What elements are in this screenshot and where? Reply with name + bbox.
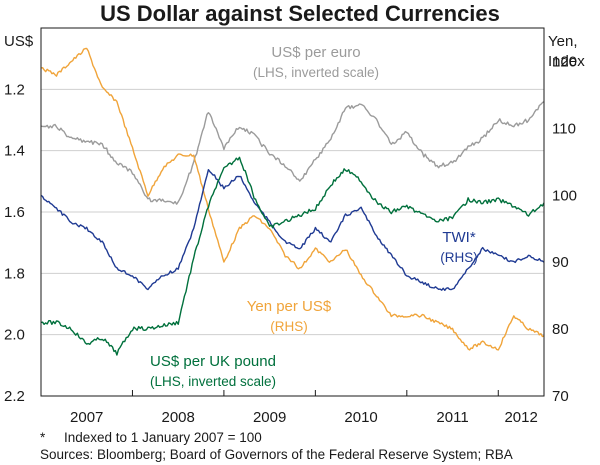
twi-series-label: TWI* (442, 229, 475, 246)
euro-series-sublabel: (LHS, inverted scale) (253, 65, 379, 80)
x-tick-label: 2007 (70, 409, 103, 426)
left-tick-labels: 1.2 1.4 1.6 1.8 2.0 2.2 (4, 81, 25, 405)
left-tick-label: 2.0 (4, 327, 25, 344)
gridlines (41, 88, 544, 336)
x-tick-marks (131, 390, 499, 396)
right-tick-label: 80 (552, 321, 569, 338)
right-tick-label: 90 (552, 254, 569, 271)
right-tick-label: 120 (552, 53, 577, 70)
right-tick-label: 100 (552, 187, 577, 204)
left-axis-unit: US$ (4, 33, 34, 50)
x-tick-label: 2010 (344, 409, 377, 426)
euro-series-label: US$ per euro (271, 44, 360, 61)
right-tick-label: 110 (552, 120, 576, 137)
right-axis-unit-line1: Yen, (548, 33, 577, 50)
right-tick-label: 70 (552, 388, 569, 405)
x-tick-labels: 2007 2008 2009 2010 2011 2012 (70, 409, 538, 426)
x-tick-label: 2011 (436, 409, 468, 426)
left-tick-label: 1.8 (4, 265, 25, 282)
series-line-yen-per-us (40, 47, 545, 351)
pound-series-sublabel: (LHS, inverted scale) (150, 374, 276, 389)
left-tick-label: 1.6 (4, 204, 25, 221)
right-axis-unit-line2: Index (548, 53, 585, 70)
right-tick-labels: 70 80 90 100 110 120 (552, 53, 577, 405)
sources-note: Sources: Bloomberg; Board of Governors o… (40, 447, 513, 462)
series-line-us-per-uk-pound (40, 156, 545, 356)
plot-frame (40, 27, 545, 397)
yen-series-label: Yen per US$ (247, 298, 332, 315)
series-line-us-per-euro (40, 101, 545, 205)
footnote: * Indexed to 1 January 2007 = 100 (40, 430, 262, 445)
left-tick-label: 1.2 (4, 81, 25, 98)
twi-series-sublabel: (RHS) (440, 250, 478, 265)
left-tick-label: 2.2 (4, 388, 25, 405)
x-tick-label: 2012 (504, 409, 537, 426)
left-tick-label: 1.4 (4, 143, 25, 160)
x-tick-label: 2008 (161, 409, 194, 426)
yen-series-sublabel: (RHS) (270, 319, 308, 334)
pound-series-label: US$ per UK pound (150, 353, 276, 370)
chart-title: US Dollar against Selected Currencies (100, 1, 500, 26)
series-lines (40, 47, 545, 356)
series-line-twi (40, 169, 545, 291)
x-tick-label: 2009 (253, 409, 286, 426)
